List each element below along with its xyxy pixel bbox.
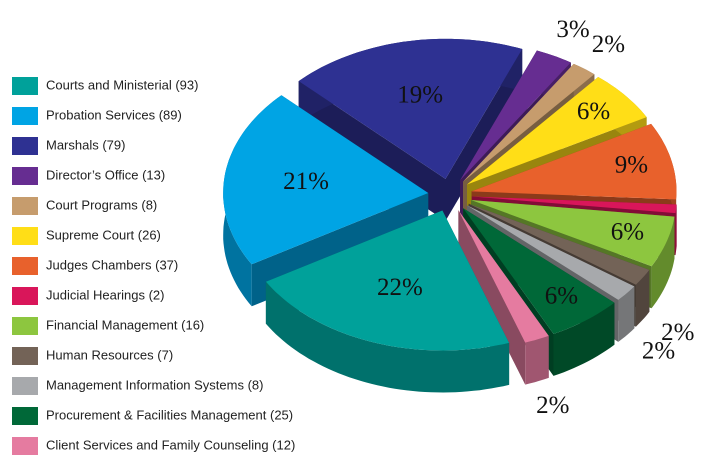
slice-side (651, 216, 675, 309)
slice-top (467, 205, 635, 300)
slice-side (553, 302, 615, 376)
legend-label: Human Resources (7) (46, 347, 173, 362)
legend-label: Client Services and Family Counseling (1… (46, 437, 295, 452)
slice-top (463, 63, 595, 182)
data-label: 2% (536, 392, 569, 419)
pie-slice (265, 210, 510, 393)
slice-top (460, 50, 571, 181)
data-label: 19% (397, 81, 443, 108)
data-label: 9% (615, 151, 648, 178)
data-label: 21% (283, 168, 329, 195)
legend-swatch (12, 77, 38, 95)
data-label: 3% (556, 16, 589, 43)
legend-swatch (12, 227, 38, 245)
slice-top (471, 200, 675, 267)
legend-swatch (12, 167, 38, 185)
legend-swatch (12, 287, 38, 305)
legend-swatch (12, 377, 38, 395)
legend-swatch (12, 197, 38, 215)
legend-swatch (12, 257, 38, 275)
slice-top (458, 210, 549, 343)
data-label: 2% (642, 338, 675, 365)
slice-side (635, 269, 650, 327)
legend-swatch (12, 317, 38, 335)
pie-slice (458, 210, 549, 385)
legend-label: Management Information Systems (8) (46, 377, 263, 392)
slice-top (223, 95, 429, 265)
legend-label: Supreme Court (26) (46, 227, 161, 242)
legend-label: Probation Services (89) (46, 107, 182, 122)
legend-label: Courts and Ministerial (93) (46, 77, 198, 92)
legend-swatch (12, 347, 38, 365)
slice-top (468, 203, 650, 285)
slice-top (471, 123, 677, 200)
legend-label: Procurement & Facilities Management (25) (46, 407, 293, 422)
slice-side (618, 286, 635, 342)
slice-wall (458, 210, 526, 385)
slice-top (265, 210, 510, 351)
slice-side (265, 281, 510, 393)
slice-side (525, 335, 549, 385)
legend-swatch (12, 107, 38, 125)
legend-label: Judicial Hearings (2) (46, 287, 165, 302)
slice-top (471, 196, 677, 214)
slice-top (467, 77, 647, 185)
legend-label: Court Programs (8) (46, 197, 157, 212)
slice-side (675, 204, 677, 256)
data-label: 2% (592, 31, 625, 58)
legend-swatch (12, 137, 38, 155)
data-label: 6% (545, 283, 578, 310)
slice-top (463, 208, 615, 334)
data-label: 6% (577, 98, 610, 125)
data-label: 6% (611, 218, 644, 245)
data-label: 2% (661, 319, 694, 346)
data-label: 22% (377, 274, 423, 301)
legend-label: Director’s Office (13) (46, 167, 165, 182)
legend-swatch (12, 407, 38, 425)
legend-label: Judges Chambers (37) (46, 257, 178, 272)
legend-label: Financial Management (16) (46, 317, 204, 332)
legend-swatch (12, 437, 38, 455)
slice-top (298, 38, 523, 179)
legend-label: Marshals (79) (46, 137, 125, 152)
